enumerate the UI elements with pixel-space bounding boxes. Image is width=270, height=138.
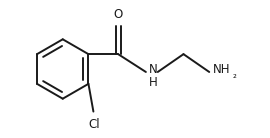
Text: NH: NH [213,63,231,76]
Text: H: H [149,76,158,89]
Text: ₂: ₂ [233,70,237,80]
Text: Cl: Cl [89,117,100,131]
Text: O: O [113,8,123,22]
Text: N: N [149,63,158,76]
